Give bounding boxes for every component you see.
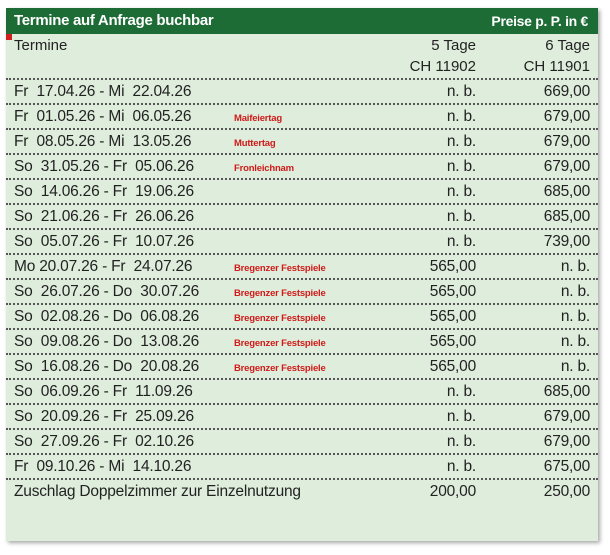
price-table: Termine auf Anfrage buchbar Preise p. P.… (6, 8, 598, 541)
price-6-days: 685,00 (543, 208, 590, 225)
price-6-days: 685,00 (543, 383, 590, 400)
date-range: So 05.07.26 - Fr 10.07.26 (14, 233, 194, 250)
price-6-days: 675,00 (543, 458, 590, 475)
price-5-days: 565,00 (429, 333, 476, 350)
event-note: Bregenzer Festspiele (234, 313, 326, 324)
event-note: Bregenzer Festspiele (234, 288, 326, 299)
surcharge-5-days: 200,00 (429, 483, 476, 500)
column-header-row: Termine 5 Tage CH 11902 6 Tage CH 11901 (6, 34, 598, 80)
date-range: So 14.06.26 - Fr 19.06.26 (14, 183, 194, 200)
red-corner-accent (6, 34, 12, 40)
date-range: So 21.06.26 - Fr 26.06.26 (14, 208, 194, 225)
table-row: Fr 17.04.26 - Mi 22.04.26 n. b. 669,00 (6, 80, 598, 105)
table-row: So 26.07.26 - Do 30.07.26 Bregenzer Fests… (6, 280, 598, 305)
table-row: So 14.06.26 - Fr 19.06.26 n. b. 685,00 (6, 180, 598, 205)
price-6-days: 679,00 (543, 133, 590, 150)
table-row: So 31.05.26 - Fr 05.06.26 Fronleichnam n. … (6, 155, 598, 180)
price-5-days: 565,00 (429, 283, 476, 300)
price-5-days: n. b. (446, 83, 476, 100)
table-row: So 27.09.26 - Fr 02.10.26 n. b. 679,00 (6, 430, 598, 455)
table-row: Fr 08.05.26 - Mi 13.05.26 Muttertag n. b. 6… (6, 130, 598, 155)
table-row: So 06.09.26 - Fr 11.09.26 n. b. 685,00 (6, 380, 598, 405)
price-6-days: 679,00 (543, 408, 590, 425)
price-5-days: n. b. (446, 233, 476, 250)
price-6-days: 679,00 (543, 108, 590, 125)
table-row: So 16.08.26 - Do 20.08.26 Bregenzer Fests… (6, 355, 598, 380)
date-range: So 09.08.26 - Do 13.08.26 (14, 333, 200, 350)
price-6-days: n. b. (560, 308, 590, 325)
surcharge-label: Zuschlag Doppelzimmer zur Einzelnutzung (14, 483, 301, 500)
table-row: So 05.07.26 - Fr 10.07.26 n. b. 739,00 (6, 230, 598, 255)
date-range: Fr 01.05.26 - Mi 06.05.26 (14, 108, 192, 125)
event-note: Muttertag (234, 138, 276, 149)
col-5-code: CH 11902 (409, 58, 476, 75)
table-row: Fr 01.05.26 - Mi 06.05.26 Maifeiertag n. b… (6, 105, 598, 130)
price-5-days: n. b. (446, 408, 476, 425)
table-title: Termine auf Anfrage buchbar (14, 12, 214, 29)
price-6-days: n. b. (560, 358, 590, 375)
event-note: Bregenzer Festspiele (234, 263, 326, 274)
date-range: Fr 09.10.26 - Mi 14.10.26 (14, 458, 192, 475)
price-5-days: n. b. (446, 183, 476, 200)
col-5-days-header: 5 Tage CH 11902 (410, 35, 476, 77)
table-row: So 21.06.26 - Fr 26.06.26 n. b. 685,00 (6, 205, 598, 230)
price-5-days: n. b. (446, 208, 476, 225)
table-row: So 02.08.26 - Do 06.08.26 Bregenzer Fests… (6, 305, 598, 330)
date-range: Fr 08.05.26 - Mi 13.05.26 (14, 133, 192, 150)
surcharge-6-days: 250,00 (543, 483, 590, 500)
price-5-days: 565,00 (429, 358, 476, 375)
date-range: So 02.08.26 - Do 06.08.26 (14, 308, 200, 325)
event-note: Bregenzer Festspiele (234, 338, 326, 349)
col-5-duration: 5 Tage (431, 37, 476, 54)
price-6-days: 679,00 (543, 433, 590, 450)
price-5-days: n. b. (446, 158, 476, 175)
table-header-bar: Termine auf Anfrage buchbar Preise p. P.… (6, 8, 598, 34)
price-5-days: n. b. (446, 383, 476, 400)
event-note: Maifeiertag (234, 113, 282, 124)
table-body: Fr 17.04.26 - Mi 22.04.26 n. b. 669,00 Fr … (6, 80, 598, 503)
col-6-duration: 6 Tage (545, 37, 590, 54)
dates-column-label: Termine (14, 37, 68, 54)
table-row: Fr 09.10.26 - Mi 14.10.26 n. b. 675,00 (6, 455, 598, 480)
date-range: Fr 17.04.26 - Mi 22.04.26 (14, 83, 192, 100)
table-row: So 09.08.26 - Do 13.08.26 Bregenzer Fests… (6, 330, 598, 355)
date-range: Mo 20.07.26 - Fr 24.07.26 (14, 258, 193, 275)
event-note: Fronleichnam (234, 163, 294, 174)
price-6-days: n. b. (560, 333, 590, 350)
event-note: Bregenzer Festspiele (234, 363, 326, 374)
col-6-code: CH 11901 (523, 58, 590, 75)
date-range: So 20.09.26 - Fr 25.09.26 (14, 408, 194, 425)
col-6-days-header: 6 Tage CH 11901 (524, 35, 590, 77)
price-5-days: n. b. (446, 433, 476, 450)
date-range: So 16.08.26 - Do 20.08.26 (14, 358, 200, 375)
price-5-days: n. b. (446, 108, 476, 125)
price-5-days: n. b. (446, 458, 476, 475)
table-row: Mo 20.07.26 - Fr 24.07.26 Bregenzer Fests… (6, 255, 598, 280)
price-6-days: 685,00 (543, 183, 590, 200)
table-row: So 20.09.26 - Fr 25.09.26 n. b. 679,00 (6, 405, 598, 430)
price-6-days: 739,00 (543, 233, 590, 250)
date-range: So 26.07.26 - Do 30.07.26 (14, 283, 200, 300)
price-6-days: n. b. (560, 258, 590, 275)
price-5-days: 565,00 (429, 308, 476, 325)
price-6-days: n. b. (560, 283, 590, 300)
date-range: So 31.05.26 - Fr 05.06.26 (14, 158, 194, 175)
price-6-days: 679,00 (543, 158, 590, 175)
price-5-days: 565,00 (429, 258, 476, 275)
price-6-days: 669,00 (543, 83, 590, 100)
date-range: So 27.09.26 - Fr 02.10.26 (14, 433, 194, 450)
surcharge-row: Zuschlag Doppelzimmer zur Einzelnutzung … (6, 480, 598, 503)
price-5-days: n. b. (446, 133, 476, 150)
date-range: So 06.09.26 - Fr 11.09.26 (14, 383, 193, 400)
prices-label: Preise p. P. in € (491, 13, 588, 29)
